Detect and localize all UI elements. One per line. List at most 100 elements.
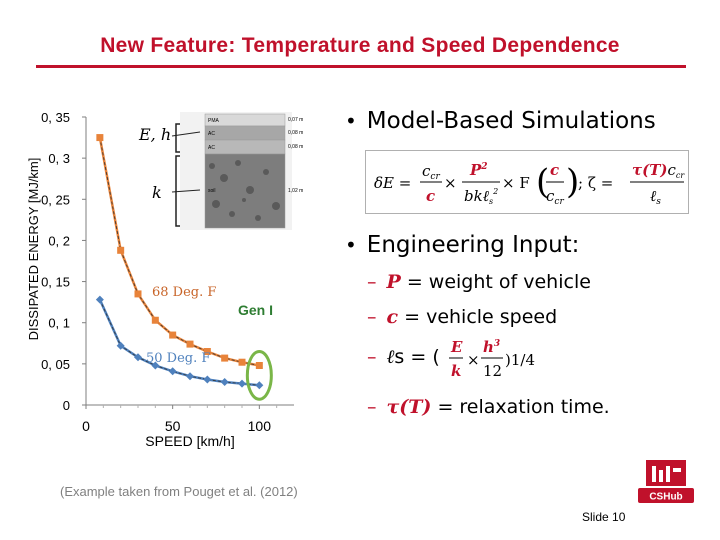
bullet-engineering-input-text: Engineering Input: <box>366 232 580 258</box>
annotation-50-deg: 50 Deg. F <box>146 351 210 366</box>
series-68-point <box>203 348 211 356</box>
formula-ccr-den: ccr <box>546 187 564 207</box>
length-times: × <box>467 351 480 369</box>
chart-ylabel: DISSIPATED ENERGY [MJ/km] <box>26 158 41 341</box>
annotation-68-deg: 68 Deg. F <box>152 285 216 300</box>
formula-tau-num: τ(T)ccr <box>632 161 685 180</box>
length-frac-e: E <box>450 338 463 356</box>
formula-times-1: × <box>444 174 457 192</box>
citation-text: (Example taken from Pouget et al. (2012) <box>60 484 298 499</box>
chart-series-lines <box>98 137 260 387</box>
y-tick-label: 0, 2 <box>48 233 70 248</box>
y-tick-label: 0, 3 <box>48 151 70 166</box>
y-tick-label: 0 <box>63 398 70 413</box>
series-68-point <box>117 246 125 254</box>
logo-wordmark-bg <box>638 488 694 503</box>
inset-layer-name-0: PMA <box>208 118 220 124</box>
bullet-engineering-input: • Engineering Input: <box>345 232 579 258</box>
slide-title: New Feature: Temperature and Speed Depen… <box>100 34 620 57</box>
x-tick-label: 100 <box>248 418 272 434</box>
inset-thickness-0: 0,07 m <box>288 117 303 123</box>
series-fit-curve-1 <box>99 299 260 386</box>
sub-item-relaxation-text: = relaxation time. <box>431 396 610 418</box>
x-tick-label: 0 <box>82 418 90 434</box>
y-tick-label: 0, 15 <box>41 275 70 290</box>
formula-paren-open: ( <box>536 162 549 202</box>
inset-arrow-k <box>171 189 201 193</box>
series-68-point <box>134 290 142 298</box>
slide-number: Slide 10 <box>582 510 626 524</box>
sub-item-weight-text: = weight of vehicle <box>400 271 591 293</box>
sub-item-length: – ℓs = ( <box>367 346 440 369</box>
formula-lhs: δE = <box>374 174 411 192</box>
series-50-point <box>255 381 264 390</box>
length-power: )1/4 <box>505 351 535 369</box>
symbol-c: c <box>386 306 399 328</box>
inset-layer-name-1: AC <box>208 131 215 137</box>
bullet-dot-icon: • <box>345 109 357 133</box>
inset-gravel-texture <box>209 160 280 221</box>
y-tick-label: 0, 05 <box>41 357 70 372</box>
bullet-model-based: • Model-Based Simulations <box>345 108 656 134</box>
sub-item-speed-text: = vehicle speed <box>398 306 558 328</box>
sub-item-weight: – P = weight of vehicle <box>367 271 591 293</box>
dash-icon: – <box>367 271 377 293</box>
length-frac-k: k <box>451 362 461 380</box>
formula-p2-num: P2 <box>469 161 488 179</box>
formula-times-f: × F <box>502 174 530 192</box>
series-50-point <box>95 295 104 304</box>
series-68-point <box>221 354 229 362</box>
chart-series-points <box>95 134 264 390</box>
series-68-point <box>151 316 159 324</box>
formula-c-num: c <box>550 161 559 179</box>
sub-item-speed: – c = vehicle speed <box>367 306 557 328</box>
length-frac-h3: h3 <box>483 338 500 356</box>
svg-text:CSHub: CSHub <box>649 492 682 503</box>
series-50-point <box>186 372 194 381</box>
pavement-inset: E, h k PMA AC AC soil 0,07 m 0,08 m 0,08… <box>138 112 303 230</box>
inset-bracket-top <box>175 123 180 153</box>
formula-paren-close: ) <box>566 162 579 202</box>
series-50-point <box>134 353 142 362</box>
dash-icon: – <box>367 396 377 418</box>
symbol-p: P <box>386 271 401 293</box>
dash-icon: – <box>367 346 377 368</box>
x-tick-label: 50 <box>165 418 181 434</box>
series-50-point <box>116 341 125 350</box>
formula-box: δE = ccr c × P2 bkℓs2 × F ( c ccr ) ; ζ … <box>365 150 689 214</box>
formula-ccr-num: ccr <box>422 162 440 182</box>
y-tick-label: 0, 35 <box>41 110 70 125</box>
inset-layer-name-2: AC <box>208 145 215 151</box>
dash-icon: – <box>367 306 377 328</box>
series-68-point <box>169 331 177 339</box>
inset-arrow-eh <box>171 131 201 137</box>
cshub-logo: CSHub <box>638 460 694 503</box>
series-50-point <box>238 379 246 388</box>
inset-label-k: k <box>152 183 162 202</box>
formula-ls-den: ℓs <box>650 187 661 207</box>
y-tick-label: 0, 1 <box>48 316 70 331</box>
length-formula: E k × h3 12 )1/4 <box>449 338 535 380</box>
series-50-point <box>168 367 177 376</box>
formula-bk-den: bkℓs2 <box>464 187 498 206</box>
bullet-model-based-text: Model-Based Simulations <box>366 108 656 134</box>
symbol-l: ℓ <box>386 346 395 368</box>
bullet-dot-icon: • <box>345 233 357 257</box>
sub-item-relaxation: – τ(T) = relaxation time. <box>367 396 610 418</box>
sub-item-length-text: s = ( <box>394 346 440 368</box>
inset-thickness-3: 1,02 m <box>288 188 303 194</box>
length-frac-12: 12 <box>483 362 502 380</box>
inset-layer-name-3: soil <box>208 188 216 194</box>
series-68-point <box>96 134 104 142</box>
symbol-tau: τ(T) <box>386 396 432 418</box>
inset-thickness-1: 0,08 m <box>288 130 303 136</box>
y-tick-label: 0, 25 <box>41 192 70 207</box>
gen-i-highlight-ellipse <box>245 350 273 401</box>
series-50-point <box>151 361 160 370</box>
title-underline <box>36 65 686 68</box>
formula-c-den: c <box>426 187 435 205</box>
series-line-1 <box>98 299 260 387</box>
annotation-gen-i: Gen I <box>238 302 273 318</box>
chart-xlabel: SPEED [km/h] <box>145 433 234 449</box>
